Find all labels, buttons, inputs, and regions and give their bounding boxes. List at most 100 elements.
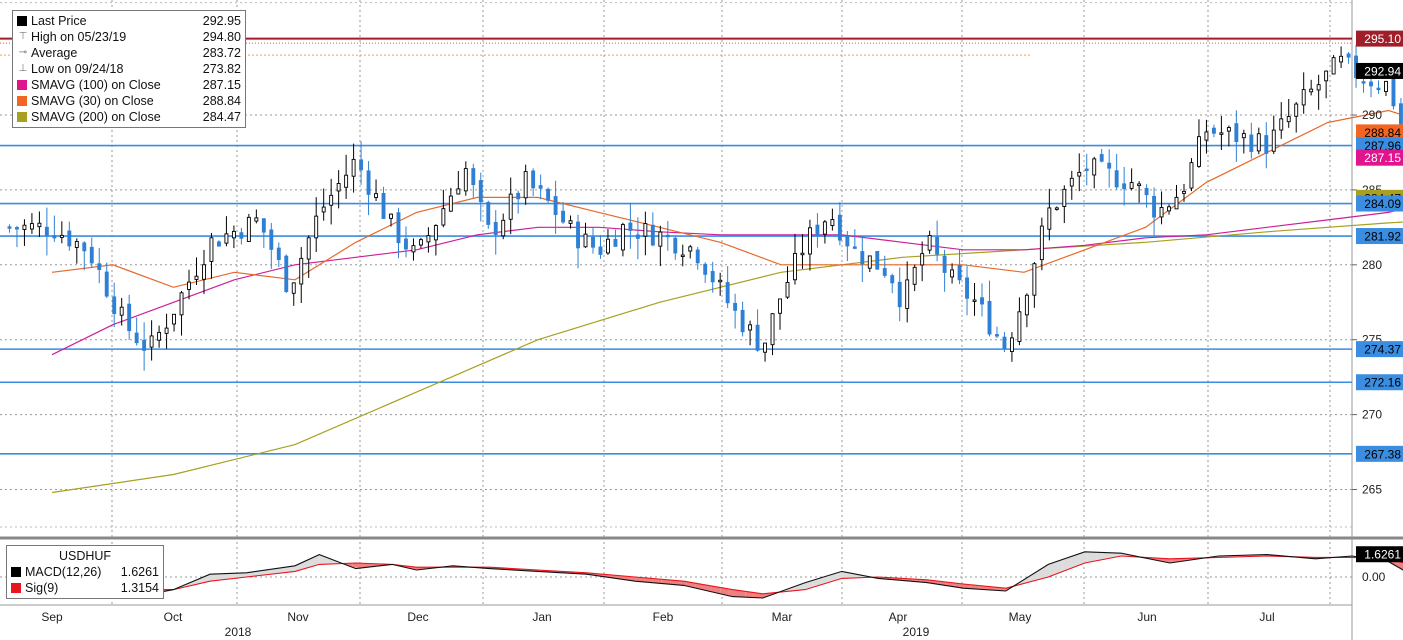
macd-histogram-fill xyxy=(302,558,311,570)
sma200-swatch xyxy=(17,112,27,122)
value-label-bg xyxy=(1356,62,1403,79)
value-label-bg xyxy=(1356,341,1403,358)
macd-histogram-fill xyxy=(1054,559,1063,575)
candle-down xyxy=(703,263,708,275)
legend-label: SMAVG (100) on Close xyxy=(31,78,161,92)
macd-histogram-fill xyxy=(327,557,336,565)
legend-row-sma30: SMAVG (30) on Close 288.84 xyxy=(17,93,241,109)
legend-value: 294.80 xyxy=(202,30,241,44)
candle-up xyxy=(187,281,191,290)
candle-down xyxy=(261,218,266,233)
candle-up xyxy=(1047,207,1052,230)
candle-up xyxy=(74,241,79,248)
candle-down xyxy=(142,339,147,351)
candle-down xyxy=(860,251,865,265)
value-label: 267.38 xyxy=(1356,445,1403,462)
candle-up xyxy=(194,275,199,280)
candle-up xyxy=(785,281,790,298)
macd-legend-title: USDHUF xyxy=(11,548,159,564)
macd-histogram-fill xyxy=(670,580,679,585)
macd-histogram-fill xyxy=(1029,571,1038,582)
legend-label: High on 05/23/19 xyxy=(31,30,127,44)
candle-down xyxy=(538,185,543,189)
value-label-text: 288.84 xyxy=(1364,126,1401,140)
candle-up xyxy=(119,306,124,316)
macd-histogram-fill xyxy=(269,568,278,575)
sma100-line xyxy=(51,208,1403,356)
candle-down xyxy=(613,238,618,247)
x-month-label: May xyxy=(1009,610,1032,624)
candle-up xyxy=(1032,263,1037,296)
value-label-text: 292.94 xyxy=(1364,64,1401,78)
candle-down xyxy=(359,159,364,171)
candle-up xyxy=(927,235,932,251)
candle-down xyxy=(650,224,655,246)
candle-up xyxy=(800,252,805,256)
candle-down xyxy=(134,332,139,344)
candle-down xyxy=(15,227,19,230)
candle-down xyxy=(897,281,902,308)
candle-down xyxy=(52,235,57,239)
candle-up xyxy=(658,231,663,247)
macd-value-label-text: 1.6261 xyxy=(1364,548,1401,562)
macd-histogram-fill xyxy=(202,574,211,583)
candle-down xyxy=(478,180,483,203)
value-label-bg xyxy=(1356,195,1403,212)
macd-histogram-fill xyxy=(294,562,303,572)
sma30-swatch xyxy=(17,96,27,106)
candle-up xyxy=(456,188,461,195)
candle-down xyxy=(1391,76,1396,107)
candle-down xyxy=(1144,187,1149,196)
candle-down xyxy=(957,265,962,281)
macd-histogram-fill xyxy=(1087,551,1097,563)
legend-value: 288.84 xyxy=(202,94,241,108)
legend-row-high: ⊤ High on 05/23/19 294.80 xyxy=(17,29,241,45)
x-month-label: Apr xyxy=(889,610,908,624)
candle-up xyxy=(37,222,42,228)
candle-down xyxy=(396,212,401,244)
main-legend: Last Price 292.95 ⊤ High on 05/23/19 294… xyxy=(12,10,246,128)
candle-up xyxy=(306,237,311,260)
candle-up xyxy=(1197,136,1201,167)
legend-label: SMAVG (200) on Close xyxy=(31,110,161,124)
candle-up xyxy=(568,220,573,224)
macd-histogram-fill xyxy=(1046,562,1055,578)
candle-up xyxy=(246,216,251,242)
candle-up xyxy=(1226,127,1231,132)
legend-label: Sig(9) xyxy=(25,581,59,595)
candle-down xyxy=(710,271,715,283)
candle-up xyxy=(1009,337,1014,353)
candle-up xyxy=(1167,206,1171,212)
candle-up xyxy=(426,235,431,243)
candle-down xyxy=(104,271,109,297)
x-month-label: Sep xyxy=(41,610,63,624)
candle-up xyxy=(1159,207,1164,218)
candle-down xyxy=(635,234,640,239)
candle-down xyxy=(1234,123,1239,142)
value-label-bg xyxy=(1356,374,1403,391)
candle-up xyxy=(179,292,184,316)
candle-up xyxy=(1092,158,1097,176)
value-label-text: 274.37 xyxy=(1364,343,1401,357)
low-marker-icon: ⊥ xyxy=(18,63,28,74)
candle-down xyxy=(493,221,498,235)
candle-up xyxy=(418,239,423,246)
candle-up xyxy=(374,193,378,198)
value-label: 272.16 xyxy=(1356,374,1403,391)
candle-up xyxy=(448,195,453,212)
candle-down xyxy=(882,268,887,276)
candle-up xyxy=(22,224,27,230)
candle-up xyxy=(680,254,685,257)
candle-up xyxy=(1017,311,1022,342)
legend-label: SMAVG (30) on Close xyxy=(31,94,154,108)
candle-down xyxy=(845,235,850,247)
candle-down xyxy=(1099,154,1104,162)
value-label-text: 272.16 xyxy=(1364,376,1401,390)
candle-up xyxy=(920,253,925,266)
candle-up xyxy=(209,237,214,262)
candle-up xyxy=(748,324,753,331)
macd-histogram-fill xyxy=(1112,552,1122,558)
macd-histogram-fill xyxy=(219,573,228,581)
candle-down xyxy=(486,201,491,225)
